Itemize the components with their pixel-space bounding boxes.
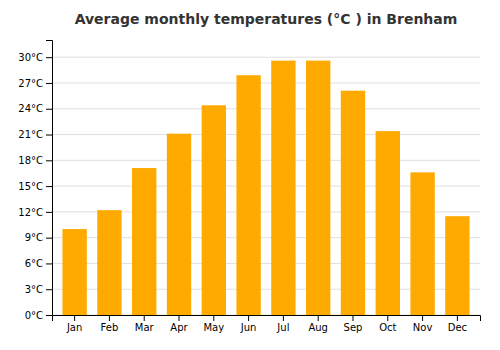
y-tick-label: 9°C [25, 232, 43, 243]
y-axis-line [46, 41, 53, 316]
bar [271, 61, 295, 315]
x-tick: Nov [413, 315, 433, 333]
x-tick-label: May [203, 322, 224, 333]
x-tick-label: Mar [135, 322, 155, 333]
y-tick-label: 15°C [18, 181, 43, 192]
bar [62, 229, 86, 315]
x-tick: Aug [308, 315, 328, 333]
x-axis-line [53, 316, 481, 322]
y-tick-label: 21°C [18, 129, 43, 140]
y-tick-mark [46, 186, 52, 187]
bar [376, 131, 400, 315]
x-tick-label: Aug [308, 322, 328, 333]
bar [341, 91, 365, 315]
y-tick-mark [46, 315, 52, 316]
bar [97, 210, 121, 315]
x-tick-label: Jan [66, 322, 82, 333]
y-tick: 18°C [18, 155, 52, 166]
y-tick: 0°C [25, 310, 52, 321]
y-tick: 21°C [18, 129, 52, 140]
y-axis: 0°C 3°C 6°C 9°C 12°C 15°C 18°C 21°C 24°C 27°C 30°C [18, 41, 52, 321]
bar [306, 61, 330, 315]
y-tick: 3°C [25, 284, 52, 295]
y-tick-label: 18°C [18, 155, 43, 166]
x-tick-label: Sep [344, 322, 363, 333]
x-tick: Mar [135, 315, 155, 333]
x-tick-mark [74, 315, 75, 321]
y-tick: 30°C [18, 52, 52, 63]
y-tick: 24°C [18, 103, 52, 114]
y-tick-label: 27°C [18, 78, 43, 89]
y-tick-label: 24°C [18, 103, 43, 114]
x-tick: Jul [276, 315, 289, 333]
grid [52, 57, 480, 315]
y-tick-mark [46, 57, 52, 58]
bar [202, 105, 226, 315]
x-tick-mark [318, 315, 319, 321]
x-tick-mark [144, 315, 145, 321]
x-tick-mark [248, 315, 249, 321]
x-tick: Sep [344, 315, 363, 333]
x-tick-mark [352, 315, 353, 321]
y-tick: 6°C [25, 258, 52, 269]
x-tick-mark [283, 315, 284, 321]
x-tick-label: Jul [276, 322, 289, 333]
x-tick-mark [422, 315, 423, 321]
bar [132, 168, 156, 315]
x-tick: Apr [170, 315, 188, 333]
x-tick-mark [179, 315, 180, 321]
x-tick-mark [457, 315, 458, 321]
plot-area: 0°C 3°C 6°C 9°C 12°C 15°C 18°C 21°C 24°C 27°C 30°C… [18, 41, 480, 334]
bar [410, 172, 434, 315]
x-tick: Dec [448, 315, 467, 333]
y-tick-label: 0°C [25, 310, 43, 321]
bar [445, 216, 469, 315]
x-tick: Oct [379, 315, 396, 333]
y-tick: 9°C [25, 232, 52, 243]
grid-line [52, 82, 480, 83]
chart-container: 0°C 3°C 6°C 9°C 12°C 15°C 18°C 21°C 24°C 27°C 30°C… [0, 0, 500, 350]
x-tick: Jan [66, 315, 82, 333]
grid-line [52, 134, 480, 135]
y-tick: 27°C [18, 78, 52, 89]
grid-line [52, 57, 480, 58]
x-tick-mark [109, 315, 110, 321]
x-axis: Jan Feb Mar Apr May Jun Jul Aug Sep Oct Nov Dec [53, 315, 481, 333]
y-tick: 15°C [18, 181, 52, 192]
y-tick-mark [46, 238, 52, 239]
x-tick-label: Nov [413, 322, 433, 333]
y-tick-label: 30°C [18, 52, 43, 63]
y-tick-label: 12°C [18, 207, 43, 218]
y-tick-label: 6°C [25, 258, 43, 269]
y-tick-mark [46, 263, 52, 264]
y-tick-mark [46, 289, 52, 290]
x-tick-mark [387, 315, 388, 321]
y-tick-mark [46, 212, 52, 213]
bar [167, 134, 191, 315]
y-tick-mark [46, 83, 52, 84]
x-tick-label: Feb [101, 322, 119, 333]
x-tick-label: Jun [240, 322, 257, 333]
x-tick-label: Dec [448, 322, 467, 333]
bars [62, 61, 469, 315]
x-tick: May [203, 315, 224, 333]
x-tick-mark [213, 315, 214, 321]
y-tick-mark [46, 135, 52, 136]
y-tick-mark [46, 160, 52, 161]
x-tick: Jun [240, 315, 257, 333]
x-tick: Feb [101, 315, 119, 333]
bar [236, 75, 260, 315]
x-tick-label: Apr [170, 322, 188, 333]
title: Average monthly temperatures (°C ) in Br… [75, 11, 458, 27]
grid-line [52, 108, 480, 109]
x-tick-label: Oct [379, 322, 396, 333]
y-tick-label: 3°C [25, 284, 43, 295]
y-tick: 12°C [18, 207, 52, 218]
grid-line [52, 160, 480, 161]
chart-svg: 0°C 3°C 6°C 9°C 12°C 15°C 18°C 21°C 24°C 27°C 30°C… [0, 0, 500, 350]
y-tick-mark [46, 109, 52, 110]
